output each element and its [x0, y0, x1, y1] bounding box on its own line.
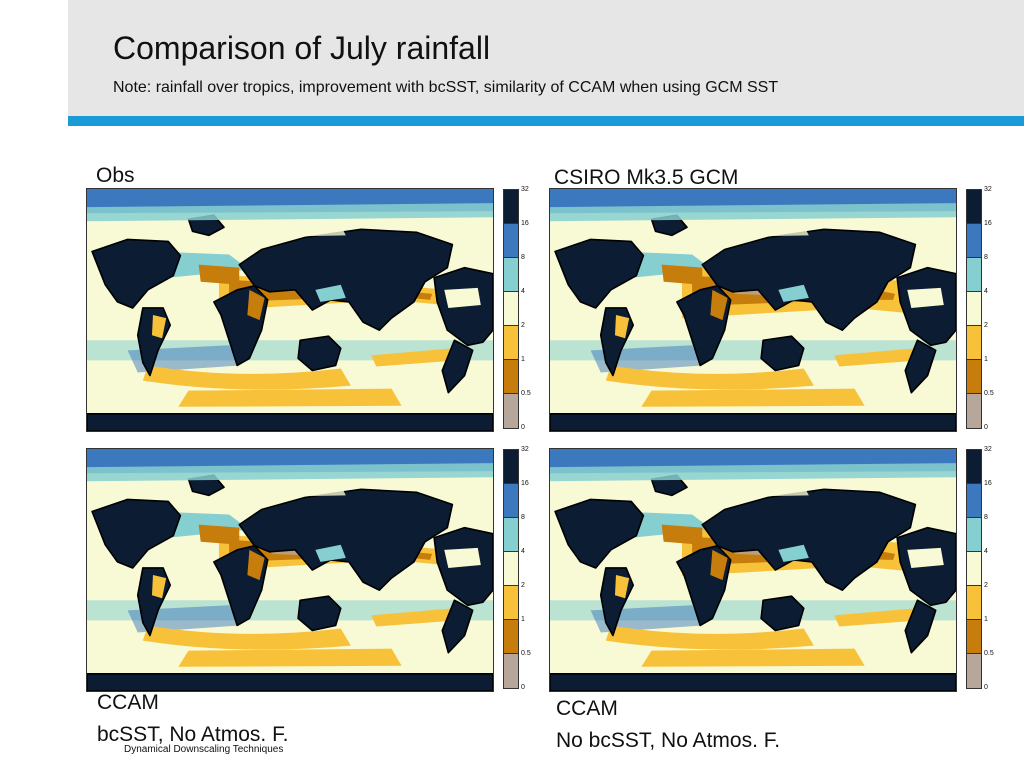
colorbar-tick-label: 0.5 — [984, 390, 994, 397]
panel-label-gcm: CSIRO Mk3.5 GCM — [554, 166, 739, 189]
colorbar-tick-label: 0 — [984, 424, 988, 431]
colorbar-swatch — [504, 586, 518, 620]
colorbar-swatch — [967, 620, 981, 654]
header-rule — [68, 116, 1024, 126]
colorbar-swatch — [504, 360, 518, 394]
colorbar-swatch — [967, 552, 981, 586]
colorbar-tick-label: 32 — [984, 446, 992, 453]
colorbar-swatch — [967, 224, 981, 258]
colorbar-tick-label: 0.5 — [521, 650, 531, 657]
colorbar-swatch — [967, 484, 981, 518]
colorbar-tick-label: 32 — [984, 186, 992, 193]
header-band — [68, 0, 1024, 116]
colorbar-tick-label: 4 — [984, 288, 988, 295]
colorbar-swatch — [504, 620, 518, 654]
panel-label-ccam-bcsst-line2: bcSST, No Atmos. F. — [97, 723, 289, 746]
colorbar-swatch — [504, 484, 518, 518]
colorbar-tick-label: 0 — [984, 684, 988, 691]
colorbar-swatch — [967, 394, 981, 428]
colorbar-swatch — [967, 190, 981, 224]
colorbar-swatch — [504, 450, 518, 484]
colorbar-swatch — [967, 586, 981, 620]
colorbar-swatch — [504, 552, 518, 586]
colorbar-tick-label: 16 — [521, 220, 529, 227]
colorbar-swatch — [504, 394, 518, 428]
colorbar-swatch — [967, 450, 981, 484]
colorbar-tick-label: 16 — [984, 220, 992, 227]
slide-title: Comparison of July rainfall — [113, 30, 491, 66]
colorbar-tick-label: 1 — [521, 616, 525, 623]
colorbar-tick-label: 0 — [521, 684, 525, 691]
colorbar-tick-label: 0.5 — [984, 650, 994, 657]
colorbar-obs — [503, 189, 519, 429]
colorbar-tick-label: 8 — [521, 514, 525, 521]
colorbar-tick-label: 1 — [984, 616, 988, 623]
colorbar-swatch — [967, 654, 981, 688]
colorbar-tick-label: 8 — [984, 514, 988, 521]
colorbar-tick-label: 2 — [984, 322, 988, 329]
colorbar-tick-label: 1 — [521, 356, 525, 363]
colorbar-tick-label: 4 — [521, 548, 525, 555]
colorbar-tick-label: 32 — [521, 446, 529, 453]
panel-label-ccam-nobcsst-line1: CCAM — [556, 697, 618, 720]
colorbar-swatch — [504, 654, 518, 688]
colorbar-swatch — [504, 190, 518, 224]
colorbar-swatch — [504, 258, 518, 292]
colorbar-tick-label: 16 — [521, 480, 529, 487]
panel-label-obs: Obs — [96, 164, 135, 187]
colorbar-tick-label: 2 — [521, 582, 525, 589]
colorbar-tick-label: 32 — [521, 186, 529, 193]
colorbar-swatch — [967, 326, 981, 360]
map-gcm — [549, 188, 957, 432]
colorbar-tick-label: 2 — [521, 322, 525, 329]
colorbar-tick-label: 4 — [521, 288, 525, 295]
colorbar-swatch — [967, 518, 981, 552]
colorbar-tick-label: 2 — [984, 582, 988, 589]
colorbar-swatch — [504, 224, 518, 258]
footer-text: Dynamical Downscaling Techniques — [124, 744, 284, 755]
colorbar-swatch — [504, 292, 518, 326]
colorbar-tick-label: 1 — [984, 356, 988, 363]
colorbar-swatch — [967, 292, 981, 326]
colorbar-swatch — [967, 360, 981, 394]
colorbar-tick-label: 0 — [521, 424, 525, 431]
map-ccam-bcsst — [86, 448, 494, 692]
panel-label-ccam-nobcsst-line2: No bcSST, No Atmos. F. — [556, 729, 781, 752]
colorbar-gcm — [966, 189, 982, 429]
slide-note: Note: rainfall over tropics, improvement… — [113, 79, 779, 96]
colorbar-swatch — [504, 518, 518, 552]
colorbar-ccam-bcsst — [503, 449, 519, 689]
panel-label-ccam-bcsst-line1: CCAM — [97, 691, 159, 714]
colorbar-tick-label: 0.5 — [521, 390, 531, 397]
colorbar-tick-label: 8 — [984, 254, 988, 261]
colorbar-swatch — [967, 258, 981, 292]
map-obs — [86, 188, 494, 432]
colorbar-tick-label: 8 — [521, 254, 525, 261]
map-ccam-nobcsst — [549, 448, 957, 692]
colorbar-tick-label: 4 — [984, 548, 988, 555]
colorbar-tick-label: 16 — [984, 480, 992, 487]
colorbar-ccam-nobcsst — [966, 449, 982, 689]
colorbar-swatch — [504, 326, 518, 360]
